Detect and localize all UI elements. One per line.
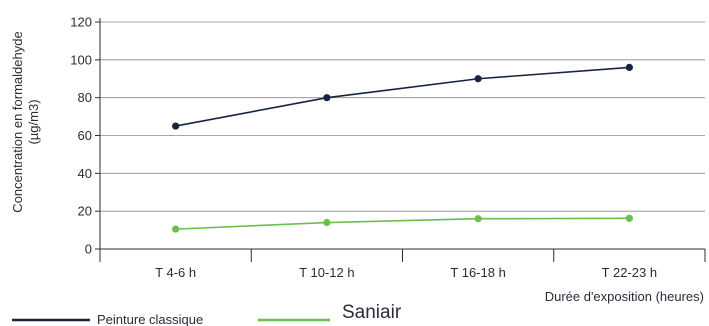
grid-lines <box>100 21 705 212</box>
series-0-point-2 <box>474 75 482 83</box>
series-1-point-2 <box>474 215 482 223</box>
series-1-point-0 <box>172 225 180 233</box>
y-tick-label-20: 20 <box>78 204 92 219</box>
y-axis-label-line2: (µg/m3) <box>26 99 41 144</box>
series-line-1 <box>175 217 630 230</box>
x-tick-label-2: T 16-18 h <box>450 265 505 280</box>
series-line-0 <box>175 66 630 127</box>
y-tick-label-0: 0 <box>85 242 92 257</box>
x-tick-label-1: T 10-12 h <box>299 265 354 280</box>
series <box>172 63 633 233</box>
x-tick-label-0: T 4-6 h <box>155 265 196 280</box>
y-tick-label-100: 100 <box>70 52 92 67</box>
y-axis-label-line1: Concentration en formaldehyde <box>10 31 25 212</box>
series-0-point-0 <box>172 122 180 130</box>
legend-label-saniair: Saniair <box>342 302 402 323</box>
x-tick-label-3: T 22-23 h <box>602 265 657 280</box>
legend-label-peinture-classique: Peinture classique <box>97 312 203 326</box>
series-0-point-3 <box>625 63 633 71</box>
y-tick-labels: 0 20 40 60 80 100 120 <box>70 15 100 257</box>
axes <box>99 18 705 262</box>
y-tick-label-80: 80 <box>78 90 92 105</box>
x-axis-label: Durée d'exposition (heures) <box>545 289 704 304</box>
legend: Peinture classique Saniair <box>12 302 402 326</box>
y-tick-label-40: 40 <box>78 166 92 181</box>
series-1-point-3 <box>625 214 633 222</box>
series-1-point-1 <box>323 218 331 227</box>
y-tick-label-60: 60 <box>78 128 92 143</box>
x-ticks: T 4-6 h T 10-12 h T 16-18 h T 22-23 h <box>99 249 706 280</box>
y-tick-label-120: 120 <box>70 15 92 30</box>
series-0-point-1 <box>323 94 331 102</box>
